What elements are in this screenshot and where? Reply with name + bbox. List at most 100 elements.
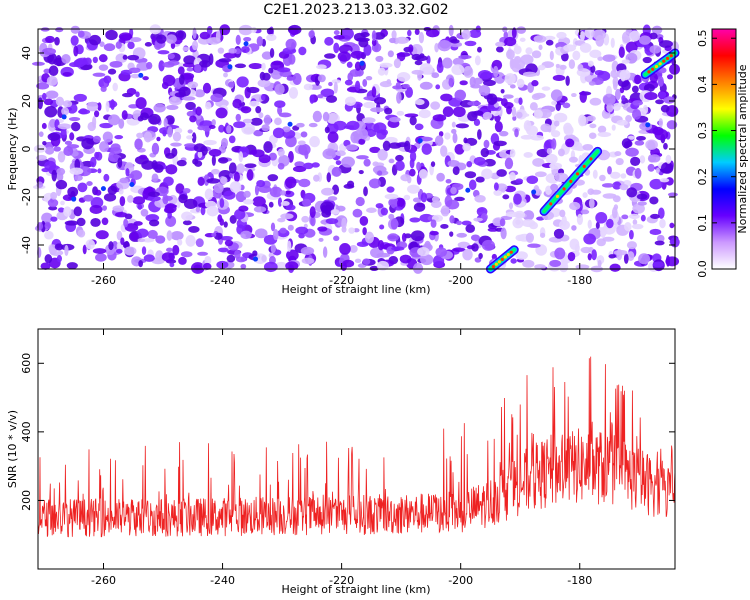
spectrogram-cell: [185, 101, 196, 111]
spectrogram-cell: [565, 138, 575, 148]
spectrogram-cell: [421, 143, 432, 155]
spectrogram-x-tick-label: -240: [210, 274, 235, 287]
spectrogram-cell: [248, 62, 263, 70]
spectrogram-cell: [588, 81, 596, 86]
spectrogram-cell: [124, 223, 139, 232]
spectrogram-cell: [233, 121, 246, 129]
spectrogram-y-axis-label: Frequency (Hz): [6, 108, 19, 191]
spectrogram-cell: [41, 122, 47, 130]
spectrogram-cell: [630, 156, 641, 166]
spectrogram-cell: [92, 72, 106, 77]
spectrogram-cell: [449, 231, 454, 237]
spectrogram-cell: [157, 50, 170, 55]
spectrogram-cell: [571, 225, 577, 231]
spectrogram-cell: [655, 99, 664, 105]
spectrogram-cell: [617, 77, 630, 88]
spectrogram-cell: [531, 189, 537, 195]
spectrogram-cell: [66, 262, 78, 270]
spectrogram-cell: [74, 174, 83, 181]
spectrogram-cell: [277, 217, 286, 223]
spectrogram-cell: [563, 44, 577, 52]
spectrogram-cell: [473, 77, 483, 85]
spectrogram-cell: [638, 253, 651, 265]
spectrogram-cell: [127, 41, 135, 50]
spectrogram-cell: [227, 64, 233, 70]
spectrogram-cell: [186, 67, 194, 72]
spectrogram-cell: [166, 230, 173, 241]
spectrogram-cell: [415, 55, 428, 62]
spectrogram-cell: [115, 41, 122, 49]
spectrogram-cell: [440, 145, 448, 157]
spectrogram-cell: [389, 116, 401, 123]
spectrogram-cell: [234, 63, 247, 69]
spectrogram-cell: [277, 148, 285, 157]
spectrogram-cell: [186, 110, 196, 117]
spectrogram-cell: [185, 234, 196, 247]
spectrogram-cell: [206, 178, 220, 184]
spectrogram-cell: [95, 230, 109, 240]
spectrogram-cell: [252, 250, 258, 257]
spectrogram-cell: [580, 246, 592, 254]
spectrogram-cell: [277, 106, 283, 115]
spectrogram-cell: [182, 220, 192, 226]
spectrogram-cell: [339, 243, 351, 255]
spectrogram-cell: [206, 26, 213, 35]
spectrogram-cell: [300, 246, 315, 255]
spectrogram-cell: [308, 30, 315, 39]
spectrogram-cell: [151, 173, 159, 182]
spectrogram-cell: [458, 54, 472, 60]
spectrogram-cell: [587, 219, 592, 229]
spectrogram-cell: [522, 259, 535, 268]
spectrogram-cell: [628, 229, 634, 240]
spectrogram-cell: [243, 190, 251, 198]
spectrogram-cell: [666, 120, 678, 130]
spectrogram-cell: [108, 241, 114, 251]
spectrogram-cell: [240, 46, 250, 54]
spectrogram-cell: [43, 98, 54, 106]
spectrogram-x-tick-label: -220: [329, 274, 354, 287]
spectrogram-cell: [432, 114, 447, 122]
spectrogram-cell: [518, 97, 523, 106]
spectrogram-cell: [597, 56, 604, 61]
spectrogram-cell: [44, 146, 55, 155]
spectrogram-cell: [83, 194, 94, 202]
spectrogram-cell: [163, 176, 174, 186]
spectrogram-cell: [269, 47, 275, 58]
spectrogram-cell: [274, 100, 286, 108]
spectrogram-cell: [600, 227, 607, 238]
spectrogram-cell: [44, 230, 54, 240]
spectrogram-cell: [189, 115, 197, 123]
spectrogram-cell: [300, 131, 308, 138]
spectrogram-cell: [450, 186, 457, 195]
spectrogram-cell: [504, 36, 517, 47]
snr-series: [37, 356, 676, 538]
spectrogram-cell: [471, 243, 479, 252]
spectrogram-cell: [296, 122, 305, 128]
spectrogram-cell: [221, 137, 229, 149]
spectrogram-cell: [363, 186, 368, 197]
spectrogram-cell: [235, 113, 242, 122]
spectrogram-cell: [188, 225, 200, 233]
spectrogram-cell: [117, 157, 123, 168]
spectrogram-cell: [580, 209, 590, 215]
spectrogram-cell: [303, 83, 313, 91]
spectrogram-cell: [571, 92, 577, 98]
spectrogram-cell: [204, 200, 217, 209]
spectrogram-cell: [637, 201, 647, 206]
spectrogram-cell: [228, 48, 237, 54]
spectrogram-cell: [410, 43, 423, 56]
spectrogram-cell: [210, 93, 224, 103]
colorbar-tick-label: 0.1: [696, 214, 709, 232]
spectrogram-cell: [136, 132, 144, 139]
spectrogram-cell: [153, 103, 166, 113]
spectrogram-cell: [358, 138, 366, 145]
spectrogram-cell: [417, 138, 423, 144]
spectrogram-cell: [268, 152, 277, 161]
spectrogram-cell: [631, 108, 642, 120]
spectrogram-cell: [208, 148, 222, 157]
spectrogram-cell: [602, 236, 615, 242]
spectrogram-cell: [181, 96, 196, 101]
spectrogram-cell: [280, 200, 290, 206]
spectrogram-cell: [412, 262, 424, 274]
